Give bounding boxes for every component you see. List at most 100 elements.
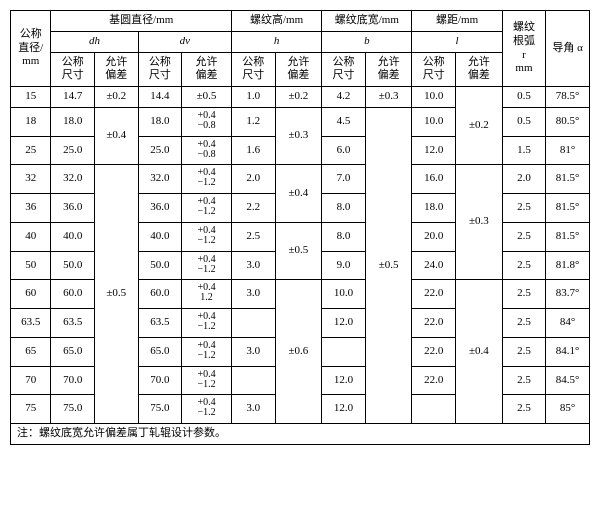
cell-h: 3.0 — [231, 337, 275, 366]
cell-nom: 70 — [11, 366, 51, 395]
cell-l: 10.0 — [412, 87, 456, 108]
cell-dv: 65.0 — [138, 337, 182, 366]
cell-b: 12.0 — [322, 309, 366, 338]
cell-b: 10.0 — [322, 280, 366, 309]
cell-l: 24.0 — [412, 251, 456, 280]
hdr-nominal-diam: 公称 直径/ mm — [11, 11, 51, 87]
cell-l: 10.0 — [412, 107, 456, 136]
table-row: 32 32.0 ±0.5 32.0 +0.4−1.2 2.0 ±0.4 7.0 … — [11, 165, 590, 194]
footnote-row: 注：螺纹底宽允许偏差属丁轧辊设计参数。 — [11, 424, 590, 445]
cell-l: 22.0 — [412, 280, 456, 309]
cell-h: 2.5 — [231, 222, 275, 251]
cell-r: 2.5 — [502, 366, 546, 395]
cell-b — [322, 337, 366, 366]
cell-h: 1.2 — [231, 107, 275, 136]
cell-r: 2.5 — [502, 280, 546, 309]
hdr-h-tol: 允许 偏差 — [275, 52, 322, 87]
cell-l: 22.0 — [412, 366, 456, 395]
hdr-base-diam: 基圆直径/mm — [51, 11, 231, 32]
cell-dv-tol: +0.4−0.8 — [182, 136, 232, 165]
cell-r: 1.5 — [502, 136, 546, 165]
cell-b-tol: ±0.3 — [365, 87, 412, 108]
cell-b: 8.0 — [322, 194, 366, 223]
cell-r: 0.5 — [502, 87, 546, 108]
table-row: 18 18.0 ±0.4 18.0 +0.4−0.8 1.2 ±0.3 4.5 … — [11, 107, 590, 136]
cell-h — [231, 309, 275, 338]
cell-b: 12.0 — [322, 395, 366, 424]
cell-dh: 40.0 — [51, 222, 95, 251]
hdr-l-nom: 公称 尺寸 — [412, 52, 456, 87]
hdr-dv-nom: 公称 尺寸 — [138, 52, 182, 87]
cell-b: 4.2 — [322, 87, 366, 108]
hdr-dv: dv — [138, 31, 231, 52]
cell-r: 2.5 — [502, 395, 546, 424]
cell-alpha: 84.5° — [546, 366, 590, 395]
cell-dh: 18.0 — [51, 107, 95, 136]
cell-dh: 60.0 — [51, 280, 95, 309]
hdr-h-nom: 公称 尺寸 — [231, 52, 275, 87]
cell-dv: 75.0 — [138, 395, 182, 424]
cell-h: 3.0 — [231, 251, 275, 280]
cell-nom: 63.5 — [11, 309, 51, 338]
hdr-pitch: 螺距/mm — [412, 11, 502, 32]
cell-b: 9.0 — [322, 251, 366, 280]
cell-nom: 75 — [11, 395, 51, 424]
cell-dh: 70.0 — [51, 366, 95, 395]
cell-h-tol: ±0.3 — [275, 107, 322, 165]
cell-dv-tol: +0.4−0.8 — [182, 107, 232, 136]
cell-dv-tol: +0.4 1.2 — [182, 280, 232, 309]
hdr-dh-tol: 允许 偏差 — [95, 52, 139, 87]
cell-nom: 15 — [11, 87, 51, 108]
cell-l: 22.0 — [412, 309, 456, 338]
cell-dv: 25.0 — [138, 136, 182, 165]
cell-nom: 18 — [11, 107, 51, 136]
cell-nom: 32 — [11, 165, 51, 194]
cell-dv-tol: ±0.5 — [182, 87, 232, 108]
hdr-b-tol: 允许 偏差 — [365, 52, 412, 87]
cell-dv: 63.5 — [138, 309, 182, 338]
cell-alpha: 81.8° — [546, 251, 590, 280]
cell-nom: 25 — [11, 136, 51, 165]
cell-alpha: 85° — [546, 395, 590, 424]
hdr-b: b — [322, 31, 412, 52]
cell-h — [231, 366, 275, 395]
hdr-dv-tol: 允许 偏差 — [182, 52, 232, 87]
cell-nom: 40 — [11, 222, 51, 251]
cell-dv-tol: +0.4−1.2 — [182, 251, 232, 280]
cell-dh: 75.0 — [51, 395, 95, 424]
cell-dv: 50.0 — [138, 251, 182, 280]
hdr-thread-h: 螺纹高/mm — [231, 11, 321, 32]
cell-r: 2.0 — [502, 165, 546, 194]
cell-b: 8.0 — [322, 222, 366, 251]
cell-dv: 18.0 — [138, 107, 182, 136]
cell-r: 2.5 — [502, 337, 546, 366]
cell-b: 12.0 — [322, 366, 366, 395]
cell-dh: 36.0 — [51, 194, 95, 223]
cell-dh: 25.0 — [51, 136, 95, 165]
hdr-root-arc: 螺纹 根弧 r mm — [502, 11, 546, 87]
hdr-l: l — [412, 31, 502, 52]
hdr-dh-nom: 公称 尺寸 — [51, 52, 95, 87]
cell-dv: 32.0 — [138, 165, 182, 194]
cell-dh-tol: ±0.2 — [95, 87, 139, 108]
cell-dh: 50.0 — [51, 251, 95, 280]
table-row: 15 14.7 ±0.2 14.4 ±0.5 1.0 ±0.2 4.2 ±0.3… — [11, 87, 590, 108]
cell-h: 2.0 — [231, 165, 275, 194]
cell-alpha: 81.5° — [546, 194, 590, 223]
footnote: 注：螺纹底宽允许偏差属丁轧辊设计参数。 — [11, 424, 590, 445]
cell-l-tol: ±0.4 — [456, 280, 503, 424]
cell-h: 1.0 — [231, 87, 275, 108]
cell-h: 3.0 — [231, 395, 275, 424]
cell-l: 20.0 — [412, 222, 456, 251]
cell-dv-tol: +0.4−1.2 — [182, 337, 232, 366]
cell-h: 3.0 — [231, 280, 275, 309]
cell-nom: 60 — [11, 280, 51, 309]
hdr-b-nom: 公称 尺寸 — [322, 52, 366, 87]
cell-dv: 40.0 — [138, 222, 182, 251]
cell-h: 1.6 — [231, 136, 275, 165]
cell-r: 2.5 — [502, 194, 546, 223]
cell-l-tol: ±0.3 — [456, 165, 503, 280]
cell-dv-tol: +0.4−1.2 — [182, 222, 232, 251]
cell-dh-tol: ±0.4 — [95, 107, 139, 165]
cell-alpha: 84° — [546, 309, 590, 338]
